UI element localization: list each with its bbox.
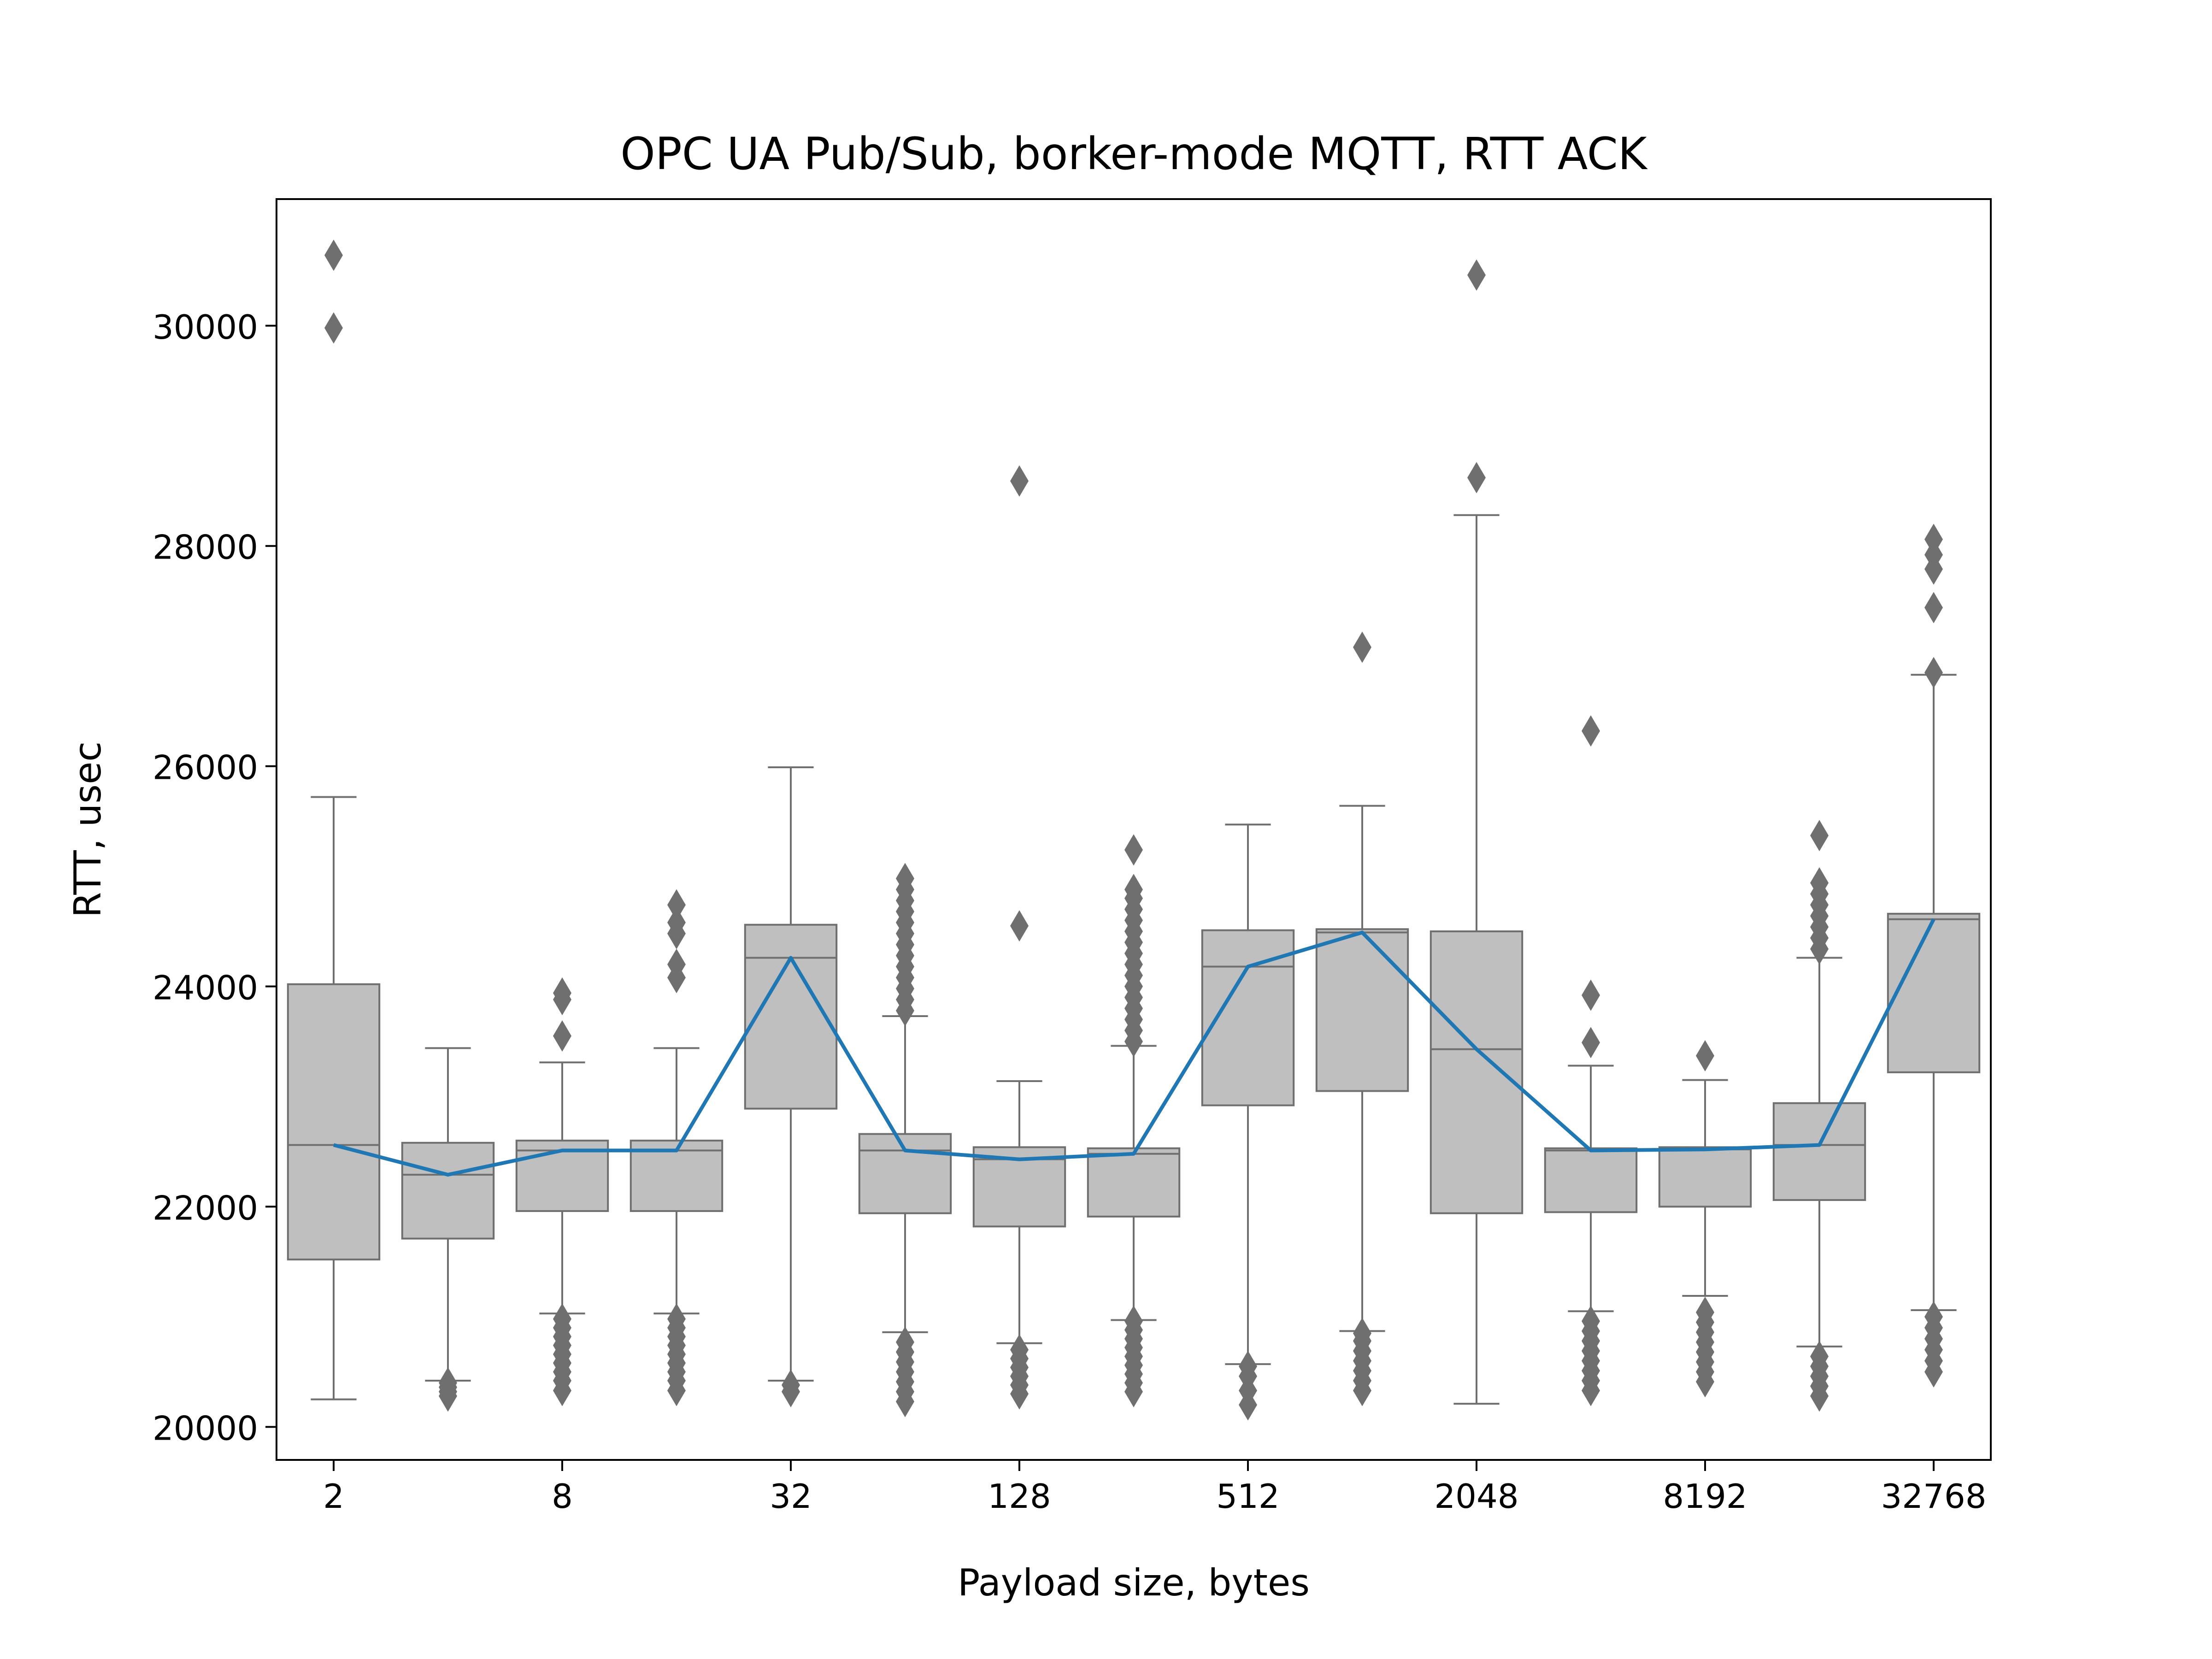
outlier-point [1924,1301,1943,1333]
box-group-32768 [1887,524,1981,1388]
box-iqr [1887,912,1981,1073]
x-axis: 2 8 32 128 512 2048 8192 32768 [323,1460,1987,1516]
box-iqr [1315,928,1409,1092]
box-iqr [629,1140,724,1212]
outlier-point [324,312,343,344]
outlier-point [1582,1305,1600,1337]
x-tick-label: 2 [323,1477,344,1516]
box-iqr [858,1133,952,1214]
x-tick-label: 128 [988,1477,1051,1516]
box-iqr [287,983,381,1261]
box-group-256 [1087,834,1181,1407]
box-group-8 [515,977,609,1406]
box-group-16384 [1772,820,1866,1412]
outlier-point [1582,979,1600,1011]
outlier-point [1810,1341,1829,1372]
outlier-point [1696,1040,1714,1072]
box-iqr [744,924,838,1110]
outlier-point [1810,820,1829,852]
x-tick-label: 32 [770,1477,812,1516]
box-iqr [401,1141,495,1240]
outlier-point [439,1367,457,1399]
box-group-32 [744,766,838,1407]
outlier-point [782,1369,800,1401]
axes-frame [276,198,1992,1461]
outlier-point [1696,1296,1714,1328]
box-group-64 [858,863,952,1418]
outlier-point [1124,1305,1143,1337]
box-iqr [1772,1102,1866,1201]
outlier-point [667,948,686,980]
x-tick-label: 8192 [1663,1477,1747,1516]
y-tick-label: 28000 [153,528,258,567]
box-iqr [1658,1146,1752,1208]
y-tick-label: 26000 [153,748,258,787]
outlier-point [1353,1318,1371,1349]
outlier-point [667,1303,686,1335]
outlier-point [1467,259,1486,291]
x-axis-label: Payload size, bytes [958,1561,1310,1604]
outlier-point [1582,715,1600,747]
outlier-point [667,906,686,938]
outlier-point [324,239,343,271]
outlier-point [1124,874,1143,906]
outlier-point [1924,524,1943,555]
box-iqr [1430,930,1524,1214]
y-tick-label: 22000 [153,1188,258,1227]
outlier-point [553,1020,571,1052]
outlier-point [1810,867,1829,899]
outlier-point [1467,462,1486,494]
y-tick-label: 24000 [153,969,258,1007]
box-group-1024 [1315,631,1409,1406]
box-iqr [1087,1147,1181,1218]
x-tick-label: 8 [552,1477,573,1516]
x-tick-label: 32768 [1881,1477,1986,1516]
y-axis: 20000 22000 24000 26000 28000 30000 [153,308,276,1447]
outlier-point [1924,657,1943,688]
outlier-point [896,1326,914,1358]
outlier-point [1010,465,1029,497]
outlier-point [1582,1027,1600,1059]
chart-title: OPC UA Pub/Sub, borker-mode MQTT, RTT AC… [620,128,1648,180]
plot-marks [287,239,1981,1421]
x-tick-label: 2048 [1434,1477,1518,1516]
box-group-2 [287,239,381,1400]
outlier-point [1353,631,1371,663]
median-line [333,918,1936,1177]
outlier-point [896,863,914,894]
outlier-point [553,977,571,1009]
y-tick-label: 30000 [153,308,258,347]
outlier-point [1010,910,1029,942]
outlier-point [1924,592,1943,624]
box-group-2048 [1430,259,1524,1405]
outlier-point [667,889,686,921]
box-iqr [1544,1147,1638,1213]
y-axis-label: RTT, usec [66,741,109,918]
outlier-point [1124,834,1143,866]
outlier-point [1010,1334,1029,1366]
outlier-point [553,1303,571,1335]
outlier-point [1239,1350,1257,1382]
x-tick-label: 512 [1216,1477,1279,1516]
y-tick-label: 20000 [153,1409,258,1447]
box-group-16 [629,889,724,1406]
box-group-4096 [1544,715,1638,1406]
